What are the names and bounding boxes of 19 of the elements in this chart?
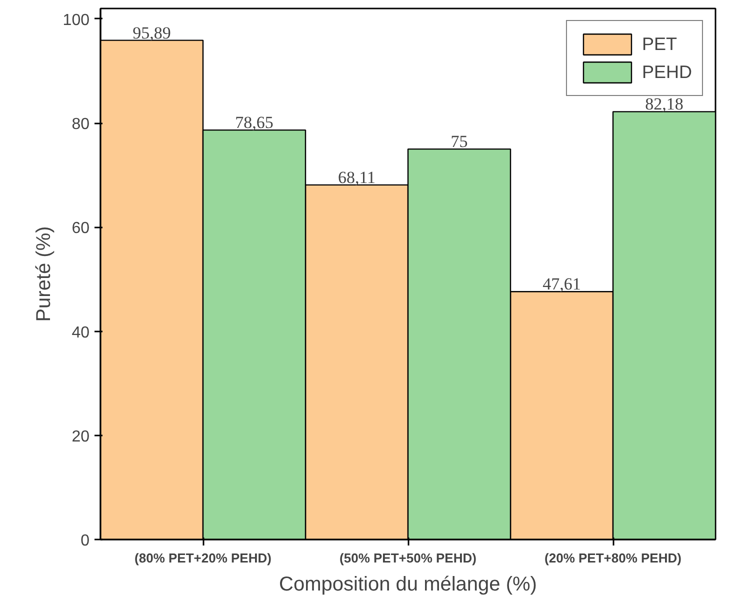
- x-tick-label: (20% PET+80% PEHD): [544, 550, 682, 566]
- legend-label: PEHD: [642, 62, 692, 82]
- x-tick-label: (50% PET+50% PEHD): [340, 550, 476, 566]
- data-label: 82,18: [645, 94, 684, 114]
- y-tick-label: 80: [72, 116, 90, 134]
- y-tick-label: 100: [62, 12, 90, 29]
- y-tick-label: 60: [72, 220, 90, 238]
- data-label: 78,65: [235, 113, 274, 132]
- y-axis-title: Pureté (%): [32, 226, 55, 322]
- x-tick-label: (80% PET+20% PEHD): [134, 550, 272, 566]
- y-tick-label: 20: [72, 428, 90, 446]
- data-label: 47,61: [542, 274, 581, 294]
- data-label: 68,11: [338, 168, 376, 187]
- legend-label: PET: [642, 34, 677, 54]
- data-label: 95,89: [132, 23, 171, 42]
- y-tick-label: 0: [80, 532, 90, 550]
- x-axis-title: Composition du mélange (%): [279, 574, 537, 596]
- data-label: 75: [450, 132, 468, 152]
- y-tick-label: 40: [72, 324, 90, 342]
